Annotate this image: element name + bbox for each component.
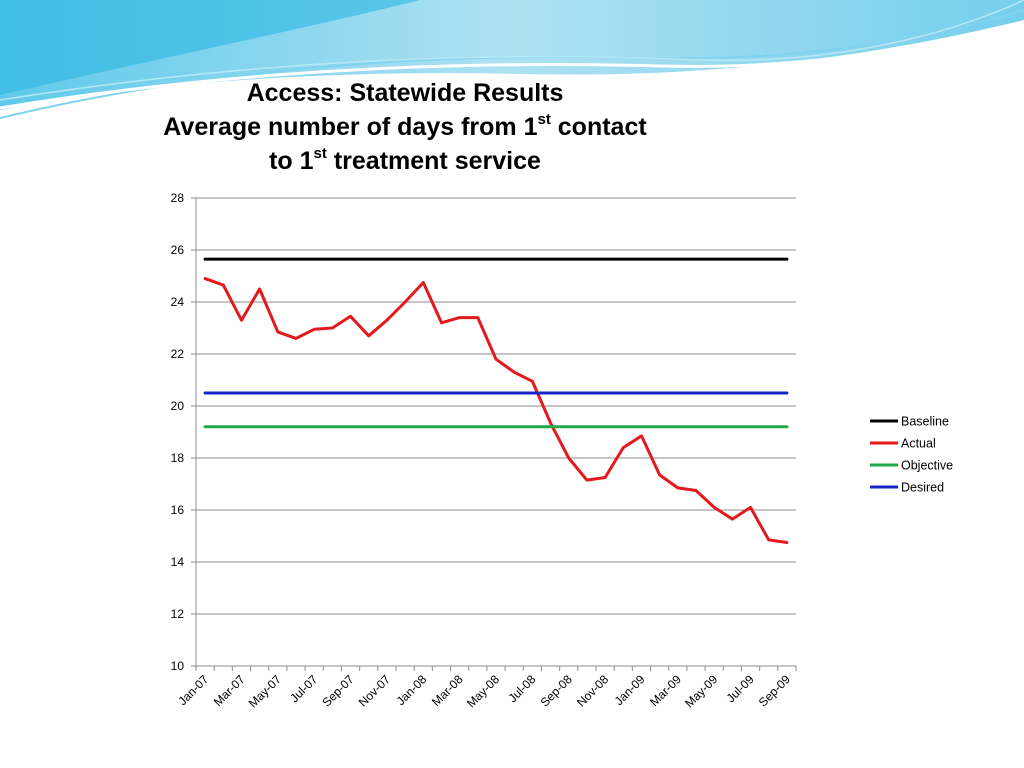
x-tick-label: Sep-08 [538, 672, 575, 709]
x-tick-label: Nov-07 [356, 672, 393, 709]
y-tick-label: 14 [171, 555, 185, 569]
title-line-2-text: Average number of days from 1 [163, 113, 538, 141]
x-tick-label: Jul-08 [505, 672, 538, 705]
x-tick-label: Mar-08 [429, 672, 466, 709]
x-tick-label: Jul-07 [287, 672, 320, 705]
y-tick-label: 26 [171, 243, 185, 257]
y-tick-label: 10 [171, 659, 185, 673]
legend-label-baseline: Baseline [901, 415, 949, 429]
x-tick-label: May-08 [464, 672, 502, 710]
title-line-2-text-end: contact [550, 113, 647, 141]
x-tick-label: Mar-09 [647, 672, 684, 709]
title-line-3-superscript: st [313, 144, 327, 162]
x-tick-label: Sep-07 [319, 672, 356, 709]
y-tick-label: 28 [171, 191, 185, 205]
x-tick-label: May-09 [682, 672, 720, 710]
y-tick-label: 20 [171, 399, 185, 413]
y-tick-label: 18 [171, 451, 185, 465]
x-tick-label: Jan-08 [394, 672, 430, 708]
x-tick-label: Nov-08 [574, 672, 611, 709]
legend-label-desired: Desired [901, 481, 944, 495]
x-tick-label: Jan-07 [175, 672, 211, 708]
title-line-2-superscript: st [537, 110, 551, 128]
title-line-3-text: to 1 [269, 147, 314, 175]
x-tick-label: Jan-09 [612, 672, 648, 708]
x-tick-label: Sep-09 [756, 672, 793, 709]
y-tick-label: 12 [171, 607, 185, 621]
y-tick-label: 16 [171, 503, 185, 517]
title-line-1: Access: Statewide Results [246, 79, 564, 107]
title-line-2: Average number of days from 1st contact [0, 110, 810, 144]
legend-label-actual: Actual [901, 437, 936, 451]
y-tick-label: 24 [171, 295, 185, 309]
y-tick-label: 22 [171, 347, 185, 361]
x-tick-label: Mar-07 [211, 672, 248, 709]
x-tick-label: May-07 [246, 672, 284, 710]
x-tick-label: Jul-09 [724, 672, 757, 705]
title-line-3: to 1st treatment service [0, 144, 810, 178]
page-title: Access: Statewide Results Average number… [0, 76, 810, 178]
series-line-actual [203, 277, 789, 544]
legend-label-objective: Objective [901, 459, 953, 473]
title-line-3-text-end: treatment service [326, 147, 541, 175]
